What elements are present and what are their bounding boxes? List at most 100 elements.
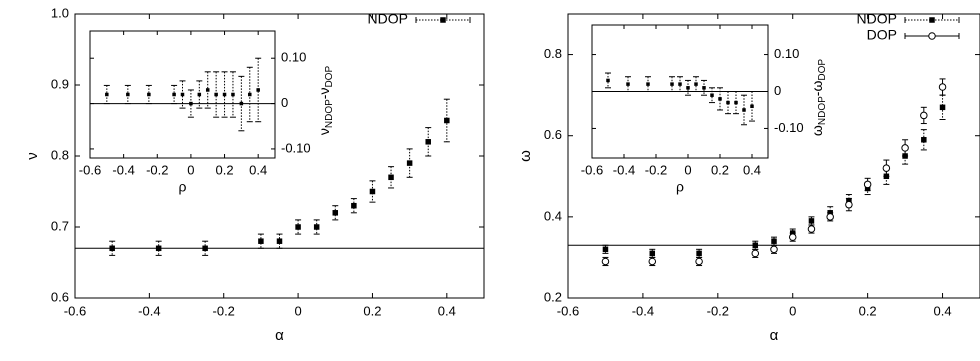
- data-point: [826, 213, 834, 221]
- inset-data-point: [734, 100, 738, 105]
- inset-data-point: [678, 82, 682, 86]
- inset-x-tick-label: -0.2: [645, 162, 667, 177]
- data-point: [276, 238, 283, 244]
- inset-series: [103, 57, 262, 132]
- inset-x-tick-label: 0: [187, 162, 194, 177]
- data-point: [863, 180, 872, 189]
- data-point: [425, 139, 431, 145]
- legend-label: NDOP: [368, 11, 408, 27]
- x-tick-label: 0: [789, 303, 796, 318]
- x-axis-label: α: [275, 327, 284, 344]
- inset-x-tick-label: 0: [684, 162, 691, 177]
- inset: -0.6 -0.4 -0.2 0 0.2 0.4 0.10 0 -0.10 ρ νNDOP-νDOP: [79, 30, 335, 195]
- inset-data-point: [750, 104, 754, 109]
- inset-data-point: [702, 86, 706, 90]
- inset-x-tick-label: -0.4: [613, 162, 635, 177]
- data-point: [807, 225, 816, 233]
- y-tick-label: 0.2: [544, 289, 562, 304]
- data-point: [751, 249, 760, 258]
- series-dop: [601, 78, 947, 267]
- data-point: [771, 238, 777, 244]
- inset-y-tick-label: -0.10: [774, 120, 804, 135]
- x-tick-label: 0.2: [363, 303, 381, 318]
- data-point: [920, 111, 928, 120]
- data-point: [648, 257, 657, 266]
- inset-data-point: [172, 92, 176, 97]
- y-axis-label: ω: [517, 150, 534, 162]
- chart-panel-1: -0.6 -0.4 -0.2 0 0.2 0.40.20.40.60.8αωNDOPDOP…: [517, 11, 980, 344]
- inset-data-point: [105, 92, 109, 97]
- x-tick-label: -0.4: [632, 303, 654, 318]
- inset-data-point: [256, 88, 260, 92]
- inset-x-tick-label: -0.6: [581, 162, 603, 177]
- inset-data-point: [231, 92, 235, 97]
- x-tick-label: -0.4: [138, 303, 160, 318]
- legend-label: DOP: [867, 27, 897, 43]
- x-tick-label: -0.2: [213, 303, 235, 318]
- x-tick-label: 0.4: [438, 303, 456, 318]
- inset-data-point: [606, 78, 610, 83]
- inset-data-point: [742, 108, 746, 112]
- plot-frame: [74, 13, 485, 299]
- inset-y-tick-label: 0.10: [281, 50, 306, 65]
- inset-x-tick-label: -0.4: [112, 162, 134, 177]
- inset-data-point: [646, 82, 650, 86]
- data-point: [939, 104, 946, 111]
- inset-x-tick-label: 0.4: [743, 162, 761, 177]
- inset-data-point: [670, 82, 674, 86]
- inset-y-label-part: ν: [316, 128, 332, 135]
- y-tick-label: 0.8: [544, 46, 562, 61]
- legend: NDOP: [368, 11, 471, 27]
- inset-data-point: [147, 92, 151, 97]
- x-tick-label: -0.2: [707, 303, 729, 318]
- inset-x-tick-label: 0.2: [216, 162, 234, 177]
- data-point: [388, 174, 394, 181]
- data-point: [788, 233, 797, 241]
- data-point: [109, 245, 115, 252]
- y-axis-label: ν: [24, 152, 41, 160]
- chart-panel-0: -0.6 -0.4 -0.2 0 0.2 0.40.60.70.80.91.0ανNDOP…: [24, 5, 485, 344]
- inset-data-point: [710, 93, 714, 97]
- data-point: [444, 117, 450, 124]
- inset-data-point: [686, 86, 690, 90]
- inset-y-label-part: -ω: [809, 81, 825, 97]
- data-point: [313, 224, 320, 230]
- inset-y-label-part: -ν: [316, 88, 332, 100]
- x-tick-label: -0.6: [557, 303, 579, 318]
- data-point: [602, 246, 609, 253]
- inset-y-tick-label: 0.10: [774, 46, 799, 61]
- inset-y-tick-label: -0.10: [281, 140, 311, 155]
- x-axis-label: α: [770, 327, 779, 344]
- inset-frame: [89, 30, 276, 159]
- inset-y-tick-label: 0: [774, 83, 781, 98]
- inset-x-tick-label: 0.4: [249, 162, 267, 177]
- x-tick-label: 0: [294, 303, 301, 318]
- data-point: [295, 224, 301, 230]
- data-point: [649, 250, 656, 257]
- data-point: [369, 188, 376, 195]
- data-point: [938, 83, 947, 91]
- inset-y-label-part: NDOP: [817, 96, 828, 125]
- data-point: [202, 245, 208, 252]
- data-point: [770, 245, 778, 254]
- inset-y-label-part: NDOP: [324, 99, 335, 128]
- inset-x-axis-label: ρ: [179, 179, 187, 195]
- inset-data-point: [726, 100, 730, 105]
- data-point: [808, 218, 815, 224]
- y-tick-label: 0.6: [51, 289, 69, 304]
- inset-x-tick-label: 0.2: [711, 162, 729, 177]
- data-point: [882, 164, 891, 172]
- data-point: [696, 250, 702, 257]
- inset-data-point: [205, 88, 210, 92]
- data-point: [155, 245, 162, 252]
- y-tick-label: 0.9: [51, 76, 69, 91]
- inset-x-tick-label: -0.6: [79, 162, 101, 177]
- inset-y-label-part: DOP: [817, 59, 828, 81]
- y-tick-label: 1.0: [51, 5, 69, 20]
- legend-marker: [440, 17, 446, 23]
- x-tick-label: -0.6: [64, 303, 86, 318]
- legend-marker: [929, 17, 935, 23]
- y-tick-label: 0.4: [544, 208, 562, 223]
